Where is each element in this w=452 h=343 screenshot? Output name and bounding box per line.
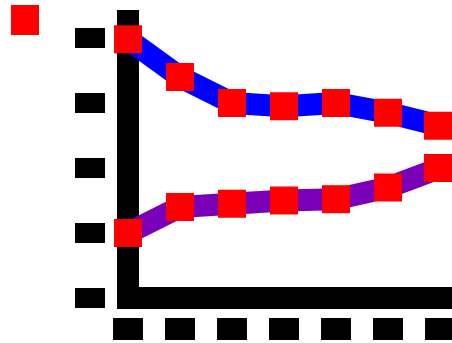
x-tick-label-5 [373, 318, 403, 340]
y-tick-label-2 [75, 158, 105, 178]
series-2-point-3 [218, 189, 246, 218]
y-axis-tick-labels [75, 28, 105, 308]
series-2-point-5 [322, 185, 350, 214]
series-2-point-2 [166, 193, 194, 221]
x-tick-label-6 [425, 318, 452, 340]
y-tick-label-4 [75, 28, 105, 48]
x-tick-label-0 [113, 318, 143, 340]
x-tick-label-4 [321, 318, 351, 340]
series-1-point-1 [114, 25, 142, 54]
series-2-point-4 [270, 186, 298, 215]
x-axis-line [117, 287, 452, 309]
series-1-point-5 [322, 89, 350, 117]
series-2-point-1 [114, 219, 142, 247]
legend-marker [11, 5, 39, 35]
series-1-point-4 [270, 92, 298, 121]
y-tick-label-3 [75, 93, 105, 113]
series-markers [114, 25, 452, 247]
series-2-point-7 [424, 154, 452, 182]
x-axis-tick-labels [113, 318, 452, 340]
series-1-point-3 [218, 89, 246, 117]
y-tick-label-0 [75, 288, 105, 308]
series-1-point-6 [374, 98, 402, 127]
series-1-point-2 [166, 63, 194, 91]
x-tick-label-1 [165, 318, 195, 340]
series-2-point-6 [374, 173, 402, 202]
series-1-point-7 [424, 111, 452, 140]
y-tick-label-1 [75, 223, 105, 243]
x-tick-label-2 [217, 318, 247, 340]
legend [11, 5, 39, 35]
x-tick-label-3 [269, 318, 299, 340]
